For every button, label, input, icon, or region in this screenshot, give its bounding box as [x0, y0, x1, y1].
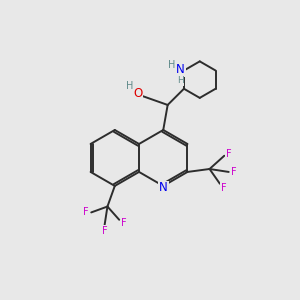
Text: F: F — [83, 207, 89, 218]
Text: F: F — [220, 183, 226, 193]
Text: H: H — [126, 81, 133, 91]
Text: F: F — [231, 167, 237, 177]
Text: F: F — [102, 226, 107, 236]
Text: N: N — [176, 63, 185, 76]
Text: F: F — [122, 218, 127, 228]
Text: N: N — [159, 182, 168, 194]
Text: F: F — [226, 149, 232, 159]
Text: H: H — [168, 60, 175, 70]
Text: H: H — [177, 76, 184, 85]
Text: O: O — [133, 87, 142, 100]
